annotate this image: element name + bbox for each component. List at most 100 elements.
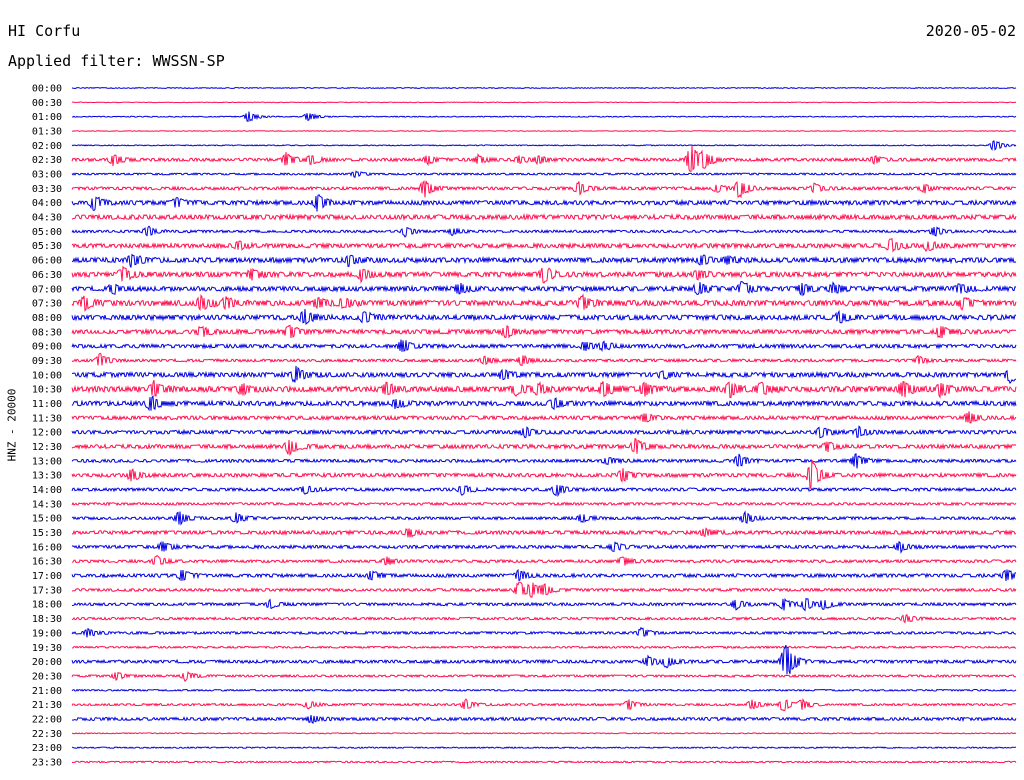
row-label-0300: 03:00: [32, 170, 62, 181]
trace-0800: [71, 308, 1017, 326]
trace-1130: [71, 411, 1017, 424]
row-label-0200: 02:00: [32, 141, 62, 152]
trace-1300: [71, 453, 1017, 469]
trace-1000: [72, 365, 1017, 385]
row-label-1200: 12:00: [32, 428, 62, 439]
trace-2130: [71, 698, 1017, 712]
trace-1930: [71, 645, 1017, 650]
filter-label: Applied filter: WWSSN-SP: [8, 52, 225, 70]
row-label-0130: 01:30: [32, 127, 62, 138]
row-label-1900: 19:00: [32, 628, 62, 639]
trace-2100: [71, 688, 1017, 692]
trace-1100: [71, 395, 1017, 412]
trace-0330: [71, 180, 1017, 199]
row-label-0330: 03:30: [32, 184, 62, 195]
trace-1830: [71, 613, 1017, 624]
trace-0200: [71, 140, 1017, 152]
trace-2000: [71, 644, 1017, 675]
station-title: HI Corfu: [8, 22, 81, 40]
trace-1730: [71, 581, 1017, 598]
row-label-0600: 06:00: [32, 256, 62, 267]
date-label: 2020-05-02: [925, 22, 1016, 40]
row-label-1600: 16:00: [32, 542, 62, 553]
row-label-1330: 13:30: [32, 471, 62, 482]
trace-2200: [71, 715, 1017, 725]
row-label-0100: 01:00: [32, 112, 62, 123]
row-label-1300: 13:00: [32, 456, 62, 467]
row-label-1530: 15:30: [32, 528, 62, 539]
row-label-0530: 05:30: [32, 241, 62, 252]
trace-1800: [71, 597, 1017, 612]
row-label-2100: 21:00: [32, 686, 62, 697]
trace-1600: [71, 540, 1017, 554]
row-label-2200: 22:00: [32, 714, 62, 725]
trace-1900: [71, 626, 1016, 638]
trace-0100: [71, 111, 1017, 123]
row-label-1800: 18:00: [32, 600, 62, 611]
trace-0230: [71, 145, 1017, 172]
trace-1030: [71, 379, 1017, 399]
trace-0830: [71, 324, 1017, 339]
trace-1230: [71, 438, 1017, 457]
row-label-0000: 00:00: [32, 84, 62, 95]
trace-0130: [71, 130, 1017, 132]
row-label-0630: 06:30: [32, 270, 62, 281]
trace-0930: [71, 352, 1017, 366]
trace-0430: [71, 212, 1017, 222]
trace-0000: [71, 86, 1017, 90]
trace-1400: [71, 484, 1017, 498]
trace-0400: [71, 194, 1017, 212]
trace-2300: [71, 746, 1017, 749]
trace-0900: [71, 339, 1017, 352]
trace-0530: [71, 237, 1017, 253]
row-label-2330: 23:30: [32, 757, 62, 768]
row-label-0430: 04:30: [32, 213, 62, 224]
trace-2230: [71, 732, 1017, 735]
trace-2330: [71, 760, 1017, 764]
trace-1630: [71, 554, 1017, 566]
row-label-2000: 20:00: [32, 657, 62, 668]
row-label-1730: 17:30: [32, 585, 62, 596]
trace-0500: [71, 225, 1017, 238]
trace-1500: [71, 510, 1017, 526]
row-label-0930: 09:30: [32, 356, 62, 367]
trace-0600: [71, 253, 1017, 268]
row-label-1000: 10:00: [32, 370, 62, 381]
row-label-0030: 00:30: [32, 98, 62, 109]
row-label-1130: 11:30: [32, 413, 62, 424]
row-label-1500: 15:00: [32, 514, 62, 525]
row-label-1400: 14:00: [32, 485, 62, 496]
row-label-1100: 11:00: [32, 399, 62, 410]
trace-1530: [71, 527, 1017, 538]
row-label-1700: 17:00: [32, 571, 62, 582]
row-label-1830: 18:30: [32, 614, 62, 625]
row-label-1230: 12:30: [32, 442, 62, 453]
trace-1430: [71, 501, 1017, 507]
trace-0730: [71, 293, 1017, 312]
row-label-0500: 05:00: [32, 227, 62, 238]
trace-1700: [71, 568, 1016, 582]
row-label-0800: 08:00: [32, 313, 62, 324]
row-label-2300: 23:00: [32, 743, 62, 754]
row-label-1930: 19:30: [32, 643, 62, 654]
row-label-2030: 20:30: [32, 671, 62, 682]
row-label-1430: 14:30: [32, 499, 62, 510]
trace-0030: [72, 101, 1017, 104]
trace-2030: [71, 671, 1017, 682]
row-label-0730: 07:30: [32, 299, 62, 310]
row-label-1030: 10:30: [32, 385, 62, 396]
trace-1200: [71, 425, 1017, 439]
trace-0630: [71, 265, 1017, 284]
row-label-0830: 08:30: [32, 327, 62, 338]
row-label-0230: 02:30: [32, 155, 62, 166]
row-label-0400: 04:00: [32, 198, 62, 209]
row-label-2230: 22:30: [32, 729, 62, 740]
row-label-1630: 16:30: [32, 557, 62, 568]
row-label-0900: 09:00: [32, 342, 62, 353]
trace-0700: [71, 281, 1017, 297]
trace-1330: [71, 460, 1017, 491]
row-label-2130: 21:30: [32, 700, 62, 711]
trace-0300: [71, 170, 1017, 178]
row-label-0700: 07:00: [32, 284, 62, 295]
